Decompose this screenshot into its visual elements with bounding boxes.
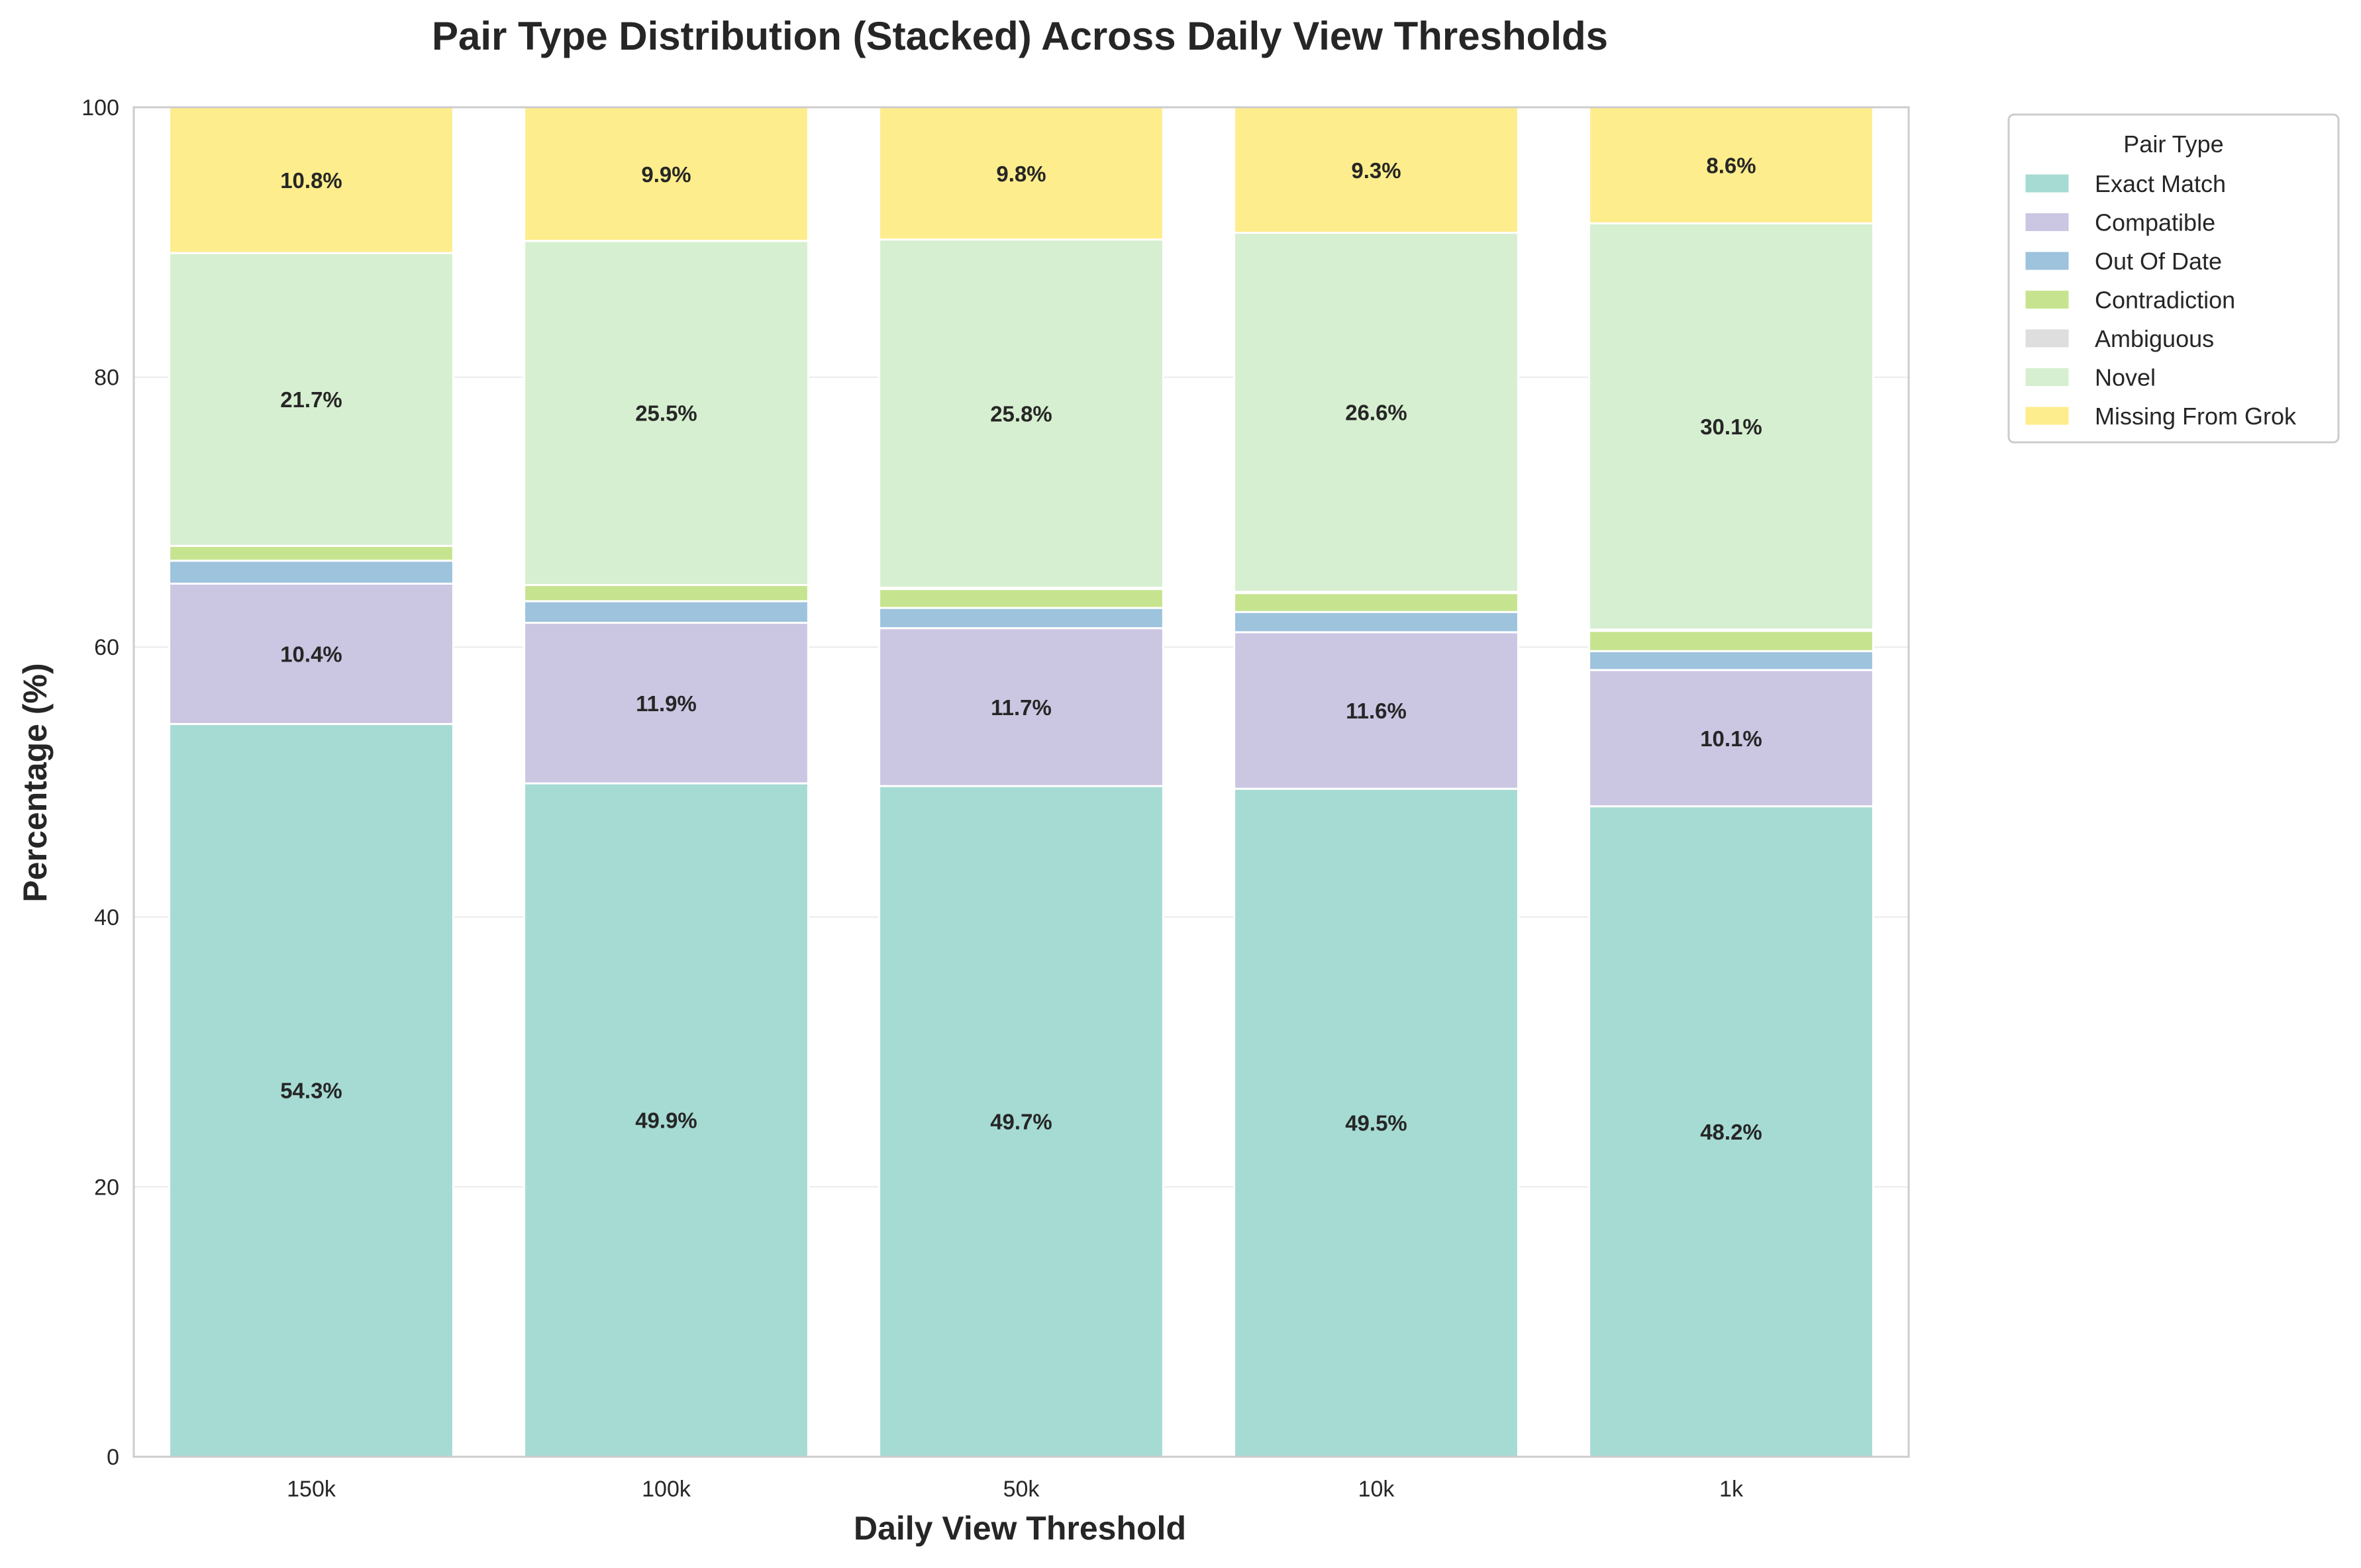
bar-out-of-date-1k bbox=[1588, 650, 1874, 671]
legend-swatch bbox=[2025, 328, 2070, 348]
bar-missing-from-grok-150k bbox=[168, 106, 454, 254]
legend-item: Exact Match bbox=[2025, 170, 2226, 197]
legend-swatch bbox=[2025, 368, 2070, 387]
legend-item: Compatible bbox=[2025, 209, 2215, 236]
x-tick-label: 10k bbox=[1358, 1477, 1395, 1502]
legend-label: Contradiction bbox=[2095, 287, 2235, 314]
bar-novel-100k bbox=[523, 240, 809, 586]
bar-novel-150k bbox=[168, 252, 454, 547]
legend-label: Novel bbox=[2095, 364, 2156, 391]
data-label-missing-from-grok-100k: 9.9% bbox=[641, 162, 691, 187]
bar-contradiction-100k bbox=[523, 583, 809, 603]
bar-compatible-10k bbox=[1233, 631, 1519, 790]
y-tick-label: 100 bbox=[81, 95, 119, 121]
bar-exact-match-1k bbox=[1588, 805, 1874, 1458]
bar-exact-match-100k bbox=[523, 782, 809, 1458]
bar-contradiction-50k bbox=[878, 588, 1164, 609]
data-label-compatible-150k: 10.4% bbox=[280, 642, 342, 666]
bar-missing-from-grok-10k bbox=[1233, 106, 1519, 234]
bar-out-of-date-100k bbox=[523, 600, 809, 624]
legend-item: Ambiguous bbox=[2025, 325, 2214, 352]
bar-exact-match-50k bbox=[878, 785, 1164, 1458]
data-label-compatible-10k: 11.6% bbox=[1346, 699, 1407, 723]
data-label-novel-150k: 21.7% bbox=[280, 387, 342, 412]
data-label-exact-match-1k: 48.2% bbox=[1700, 1120, 1762, 1144]
bar-exact-match-150k bbox=[168, 722, 454, 1458]
x-tick-label: 150k bbox=[287, 1477, 336, 1502]
legend-label: Out Of Date bbox=[2095, 248, 2222, 275]
legend-label: Compatible bbox=[2095, 209, 2215, 236]
x-tick-label: 1k bbox=[1719, 1477, 1744, 1502]
bar-missing-from-grok-50k bbox=[878, 106, 1164, 241]
legend-item: Out Of Date bbox=[2025, 248, 2222, 275]
data-labels: 54.3% 10.4% 21.7% 10.8% 49.9% 11.9% 25.5% 9.9% 4… bbox=[280, 154, 1762, 1144]
legend-item: Contradiction bbox=[2025, 287, 2235, 314]
data-label-missing-from-grok-50k: 9.8% bbox=[996, 162, 1046, 186]
bar-novel-10k bbox=[1233, 232, 1519, 593]
bar-contradiction-1k bbox=[1588, 630, 1874, 652]
y-axis-label: Percentage (%) bbox=[17, 663, 54, 902]
legend-swatch bbox=[2025, 213, 2070, 232]
x-tick-label: 50k bbox=[1003, 1477, 1040, 1502]
data-label-compatible-100k: 11.9% bbox=[636, 691, 697, 716]
data-label-exact-match-100k: 49.9% bbox=[635, 1108, 697, 1133]
legend-swatch bbox=[2025, 251, 2070, 271]
data-label-missing-from-grok-10k: 9.3% bbox=[1351, 158, 1401, 183]
data-label-novel-50k: 25.8% bbox=[990, 402, 1052, 426]
legend-swatch bbox=[2025, 406, 2070, 426]
y-tick-label: 60 bbox=[94, 635, 119, 660]
bar-contradiction-10k bbox=[1233, 592, 1519, 613]
legend: Pair Type Exact Match Compatible Out Of Da… bbox=[2007, 113, 2340, 444]
legend-item: Novel bbox=[2025, 364, 2156, 391]
tick-labels: 0 20 40 60 80 100 150k 100k 50k 10k 1k bbox=[81, 95, 1744, 1502]
bar-contradiction-150k bbox=[168, 544, 454, 562]
legend-title: Pair Type bbox=[2123, 130, 2223, 158]
y-tick-label: 40 bbox=[94, 905, 119, 930]
bar-compatible-50k bbox=[878, 627, 1164, 787]
plot-frame bbox=[132, 106, 1910, 1458]
data-label-exact-match-10k: 49.5% bbox=[1345, 1111, 1407, 1136]
bar-out-of-date-150k bbox=[168, 560, 454, 585]
x-tick-label: 100k bbox=[642, 1477, 691, 1502]
legend-label: Ambiguous bbox=[2095, 325, 2214, 352]
data-label-novel-1k: 30.1% bbox=[1700, 415, 1762, 439]
data-label-novel-100k: 25.5% bbox=[635, 401, 697, 426]
bar-missing-from-grok-1k bbox=[1588, 106, 1874, 224]
y-tick-label: 20 bbox=[94, 1175, 119, 1200]
data-label-novel-10k: 26.6% bbox=[1345, 401, 1407, 425]
data-label-compatible-50k: 11.7% bbox=[991, 695, 1052, 720]
bar-novel-50k bbox=[878, 238, 1164, 589]
bar-novel-1k bbox=[1588, 222, 1874, 631]
data-label-exact-match-50k: 49.7% bbox=[990, 1110, 1052, 1134]
legend-label: Missing From Grok bbox=[2095, 403, 2297, 430]
bar-exact-match-10k bbox=[1233, 787, 1519, 1458]
data-label-compatible-1k: 10.1% bbox=[1700, 726, 1762, 751]
bar-out-of-date-10k bbox=[1233, 611, 1519, 634]
legend-item: Missing From Grok bbox=[2025, 403, 2297, 430]
bar-compatible-100k bbox=[523, 622, 809, 785]
y-tick-label: 0 bbox=[107, 1445, 119, 1470]
chart-title: Pair Type Distribution (Stacked) Across … bbox=[432, 14, 1608, 58]
x-axis-label: Daily View Threshold bbox=[854, 1510, 1186, 1547]
legend-frame bbox=[2007, 113, 2340, 444]
legend-items: Exact Match Compatible Out Of Date Contradi… bbox=[2025, 170, 2297, 430]
bar-compatible-150k bbox=[168, 582, 454, 725]
y-tick-label: 80 bbox=[94, 366, 119, 391]
bar-out-of-date-50k bbox=[878, 607, 1164, 630]
bars bbox=[168, 106, 1874, 1458]
bar-missing-from-grok-100k bbox=[523, 106, 809, 242]
legend-swatch bbox=[2025, 173, 2070, 193]
legend-swatch bbox=[2025, 290, 2070, 309]
data-label-exact-match-150k: 54.3% bbox=[280, 1079, 342, 1103]
data-label-missing-from-grok-1k: 8.6% bbox=[1706, 154, 1756, 178]
legend-label: Exact Match bbox=[2095, 170, 2226, 197]
data-label-missing-from-grok-150k: 10.8% bbox=[280, 168, 342, 193]
